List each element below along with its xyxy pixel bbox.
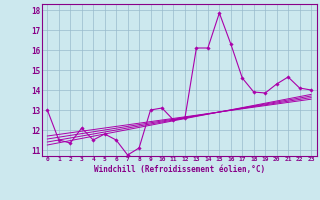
- X-axis label: Windchill (Refroidissement éolien,°C): Windchill (Refroidissement éolien,°C): [94, 165, 265, 174]
